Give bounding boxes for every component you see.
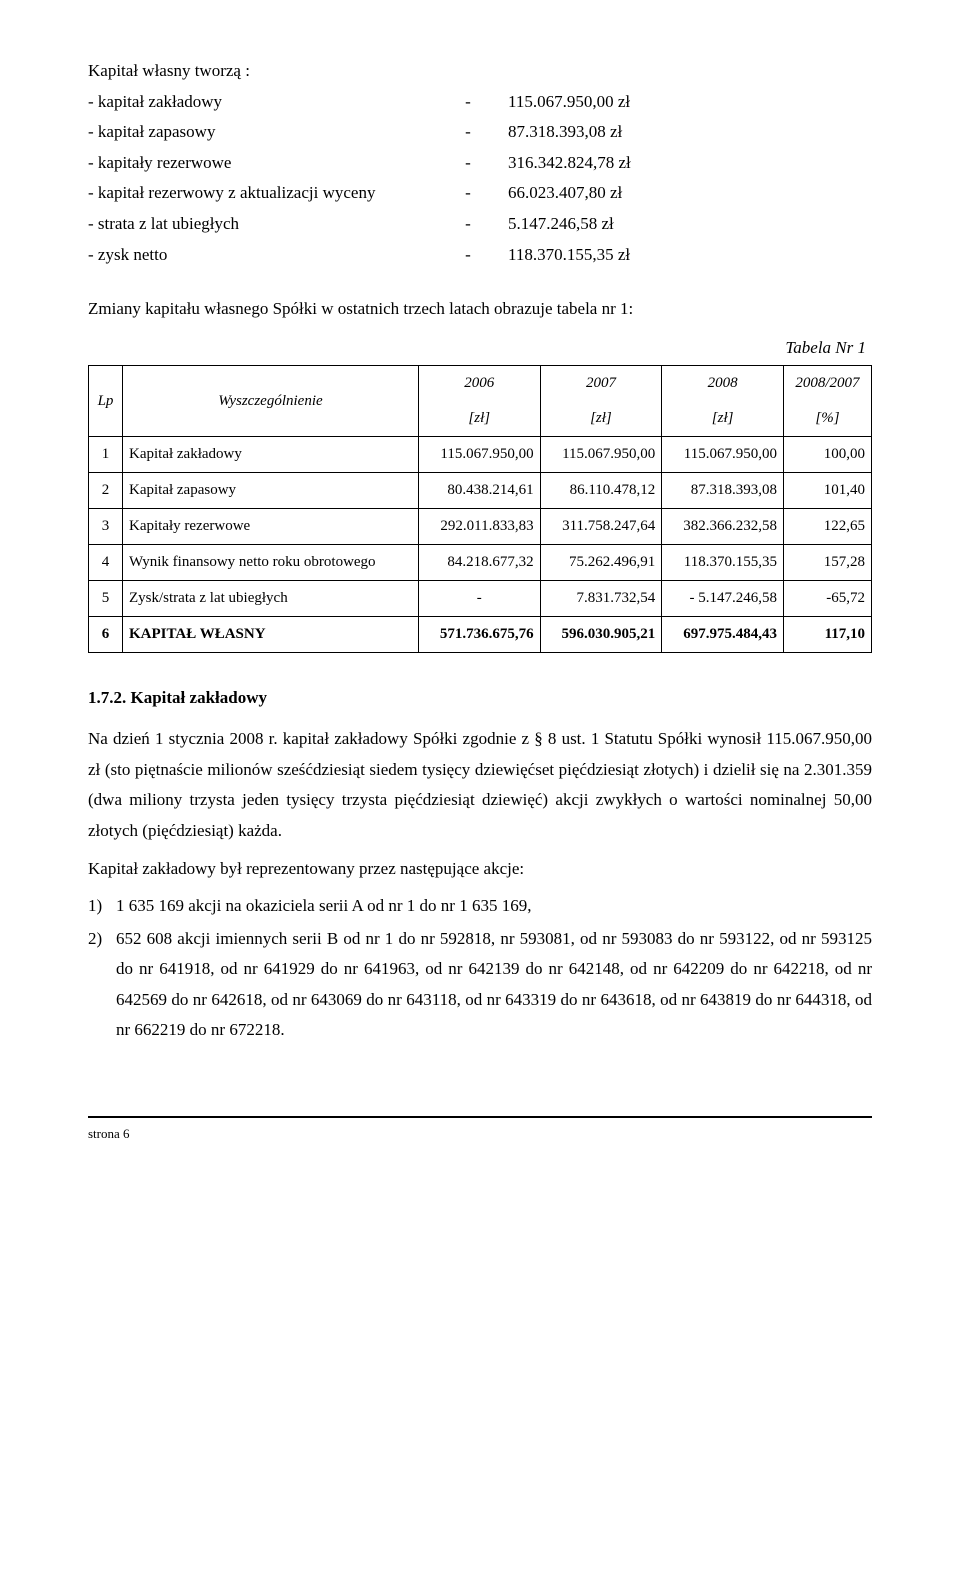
col-2008-top: 2008 [662,366,784,402]
kv-dash: - [448,178,488,209]
cell-2007: 7.831.732,54 [540,581,662,617]
kv-value: 316.342.824,78 zł [488,148,872,179]
kv-row: - kapitał zapasowy - 87.318.393,08 zł [88,117,872,148]
col-2007-unit: [zł] [540,401,662,437]
list-number: 2) [88,924,116,1046]
cell-ratio: 100,00 [783,437,871,473]
body-paragraph: Kapitał zakładowy był reprezentowany prz… [88,854,872,885]
kv-dash: - [448,87,488,118]
kv-value: 5.147.246,58 zł [488,209,872,240]
kv-label: - zysk netto [88,240,448,271]
cell-lp: 1 [89,437,123,473]
table-caption: Tabela Nr 1 [88,333,866,364]
cell-2007: 115.067.950,00 [540,437,662,473]
kv-dash: - [448,148,488,179]
list-text: 1 635 169 akcji na okaziciela serii A od… [116,891,872,922]
kv-dash: - [448,240,488,271]
cell-2006: 571.736.675,76 [418,617,540,653]
list-item: 2) 652 608 akcji imiennych serii B od nr… [88,924,872,1046]
page-footer: strona 6 [88,1116,872,1145]
col-lp: Lp [89,366,123,437]
kv-row: - strata z lat ubiegłych - 5.147.246,58 … [88,209,872,240]
cell-ratio: -65,72 [783,581,871,617]
kv-row: - zysk netto - 118.370.155,35 zł [88,240,872,271]
cell-2006: 84.218.677,32 [418,545,540,581]
cell-2008: 118.370.155,35 [662,545,784,581]
kv-label: - kapitały rezerwowe [88,148,448,179]
cell-2008: 382.366.232,58 [662,509,784,545]
col-2007-top: 2007 [540,366,662,402]
table-header-row: Lp Wyszczególnienie 2006 2007 2008 2008/… [89,366,872,402]
cell-lp: 3 [89,509,123,545]
table-row-total: 6 KAPITAŁ WŁASNY 571.736.675,76 596.030.… [89,617,872,653]
cell-name: Zysk/strata z lat ubiegłych [123,581,419,617]
kv-row: - kapitały rezerwowe - 316.342.824,78 zł [88,148,872,179]
table-body: 1 Kapitał zakładowy 115.067.950,00 115.0… [89,437,872,653]
shares-list: 1) 1 635 169 akcji na okaziciela serii A… [88,891,872,1046]
col-name: Wyszczególnienie [123,366,419,437]
col-ratio-top: 2008/2007 [783,366,871,402]
list-title: Kapitał własny tworzą : [88,56,872,87]
cell-2006: 115.067.950,00 [418,437,540,473]
equity-change-table: Lp Wyszczególnienie 2006 2007 2008 2008/… [88,365,872,653]
table-row: 3 Kapitały rezerwowe 292.011.833,83 311.… [89,509,872,545]
kv-dash: - [448,209,488,240]
section-heading: 1.7.2. Kapitał zakładowy [88,683,872,714]
cell-name: Kapitał zakładowy [123,437,419,473]
kv-value: 87.318.393,08 zł [488,117,872,148]
kv-row: - kapitał rezerwowy z aktualizacji wycen… [88,178,872,209]
table-row: 5 Zysk/strata z lat ubiegłych - 7.831.73… [89,581,872,617]
kv-label: - kapitał zakładowy [88,87,448,118]
cell-2007: 75.262.496,91 [540,545,662,581]
cell-lp: 6 [89,617,123,653]
kv-dash: - [448,117,488,148]
cell-name: KAPITAŁ WŁASNY [123,617,419,653]
list-text: 652 608 akcji imiennych serii B od nr 1 … [116,924,872,1046]
cell-lp: 5 [89,581,123,617]
col-2008-unit: [zł] [662,401,784,437]
cell-name: Kapitał zapasowy [123,473,419,509]
list-number: 1) [88,891,116,922]
kv-label: - strata z lat ubiegłych [88,209,448,240]
kv-label: - kapitał zapasowy [88,117,448,148]
cell-ratio: 101,40 [783,473,871,509]
cell-lp: 2 [89,473,123,509]
body-paragraph: Na dzień 1 stycznia 2008 r. kapitał zakł… [88,724,872,846]
cell-2008: - 5.147.246,58 [662,581,784,617]
kv-label: - kapitał rezerwowy z aktualizacji wycen… [88,178,448,209]
cell-2006: - [418,581,540,617]
cell-name: Kapitały rezerwowe [123,509,419,545]
kv-value: 115.067.950,00 zł [488,87,872,118]
cell-2007: 311.758.247,64 [540,509,662,545]
col-2006-unit: [zł] [418,401,540,437]
cell-ratio: 117,10 [783,617,871,653]
cell-2006: 292.011.833,83 [418,509,540,545]
kv-row: - kapitał zakładowy - 115.067.950,00 zł [88,87,872,118]
col-ratio-unit: [%] [783,401,871,437]
cell-2008: 115.067.950,00 [662,437,784,473]
cell-2008: 87.318.393,08 [662,473,784,509]
table-intro: Zmiany kapitału własnego Spółki w ostatn… [88,294,872,325]
col-2006-top: 2006 [418,366,540,402]
table-row: 1 Kapitał zakładowy 115.067.950,00 115.0… [89,437,872,473]
cell-ratio: 157,28 [783,545,871,581]
cell-ratio: 122,65 [783,509,871,545]
table-row: 2 Kapitał zapasowy 80.438.214,61 86.110.… [89,473,872,509]
cell-lp: 4 [89,545,123,581]
list-item: 1) 1 635 169 akcji na okaziciela serii A… [88,891,872,922]
kv-value: 66.023.407,80 zł [488,178,872,209]
kv-value: 118.370.155,35 zł [488,240,872,271]
cell-2007: 596.030.905,21 [540,617,662,653]
cell-name: Wynik finansowy netto roku obrotowego [123,545,419,581]
table-row: 4 Wynik finansowy netto roku obrotowego … [89,545,872,581]
cell-2007: 86.110.478,12 [540,473,662,509]
equity-components-list: - kapitał zakładowy - 115.067.950,00 zł … [88,87,872,271]
cell-2008: 697.975.484,43 [662,617,784,653]
cell-2006: 80.438.214,61 [418,473,540,509]
